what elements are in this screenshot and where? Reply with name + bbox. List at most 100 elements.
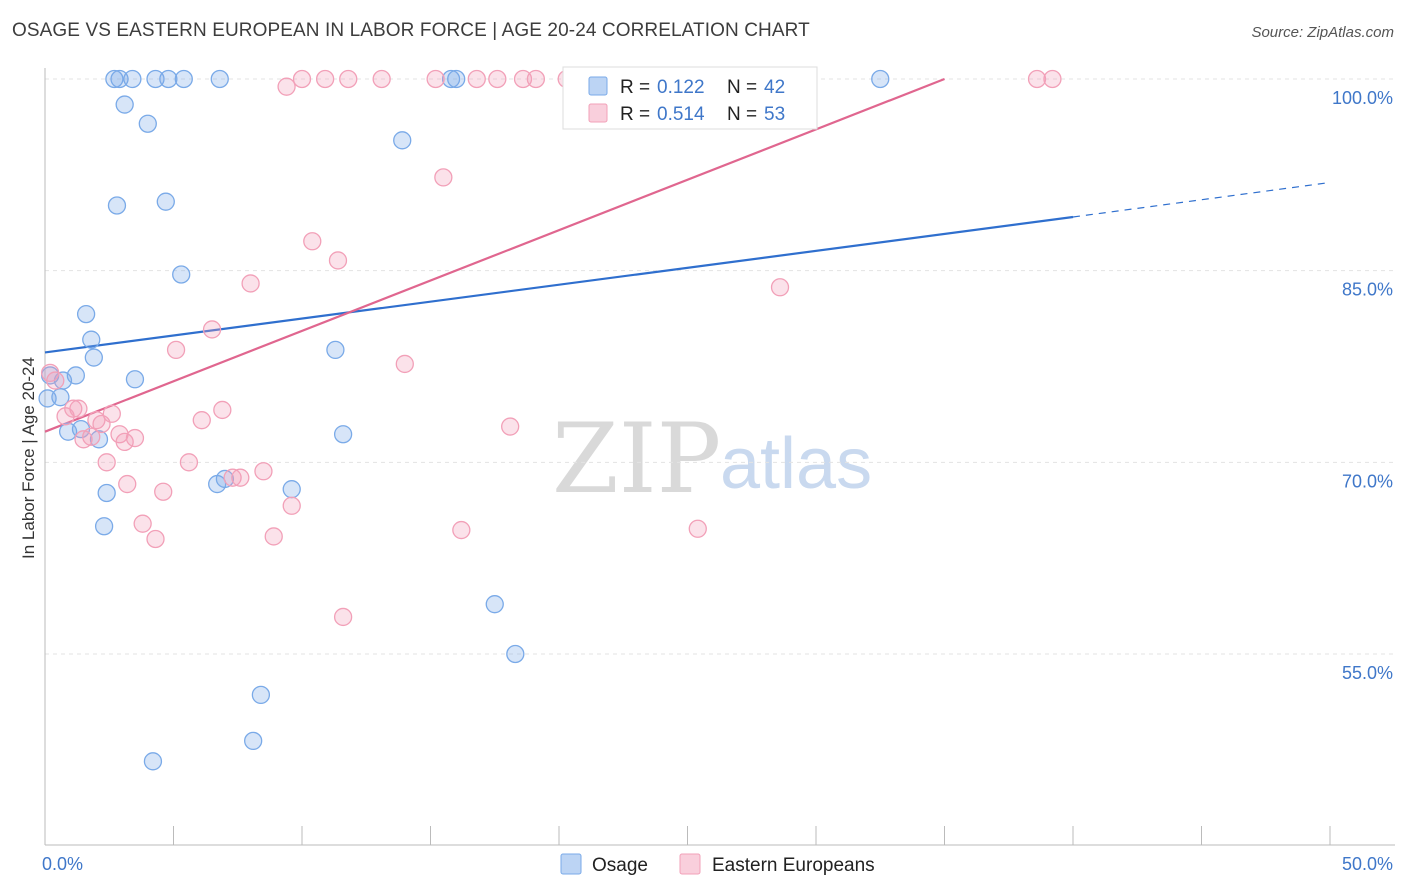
osage-n-value: 42: [764, 77, 785, 98]
osage-point: [84, 348, 103, 367]
eastern-point: [97, 453, 116, 472]
osage-point: [143, 752, 163, 771]
osage-point: [110, 69, 129, 89]
eastern-point: [426, 69, 445, 89]
eastern-point: [282, 496, 301, 515]
osage-trend-line: [44, 215, 1074, 354]
eastern-point: [277, 77, 296, 96]
osage-point: [172, 265, 191, 284]
eastern-r-value: 0.514: [657, 104, 705, 125]
osage-point: [447, 69, 466, 89]
osage-point: [105, 69, 124, 89]
trend-lines: [44, 77, 1331, 433]
osage-point: [174, 69, 193, 89]
osage-point: [506, 644, 525, 664]
eastern-trend-line: [44, 77, 945, 433]
eastern-n-value: 53: [764, 104, 785, 125]
osage-point: [251, 685, 271, 705]
eastern-point: [526, 69, 546, 89]
osage-r-label: R =: [620, 77, 650, 98]
watermark: ZIP atlas: [552, 403, 872, 515]
eastern-point: [192, 411, 211, 430]
eastern-swatch: [588, 103, 608, 123]
series-legend: Osage Eastern Europeans: [560, 853, 875, 876]
eastern-point: [372, 69, 391, 89]
eastern-point: [154, 482, 173, 501]
osage-point: [94, 517, 114, 536]
osage-point: [125, 370, 145, 389]
y-tick-label: 70.0%: [1342, 471, 1393, 491]
eastern-point: [241, 274, 260, 293]
osage-point: [333, 425, 353, 444]
eastern-point: [69, 399, 88, 418]
osage-point: [156, 192, 175, 211]
eastern-point: [166, 340, 186, 360]
data-points: [38, 69, 1062, 771]
osage-point: [485, 595, 504, 614]
eastern-point: [513, 69, 533, 89]
eastern-point: [254, 462, 273, 481]
osage-point: [215, 469, 235, 489]
y-tick-label: 55.0%: [1342, 663, 1393, 683]
osage-trend-extension: [1072, 181, 1331, 218]
eastern-point: [339, 69, 358, 89]
osage-point: [107, 196, 127, 215]
watermark-zip: ZIP: [552, 403, 721, 515]
eastern-point: [434, 168, 453, 187]
eastern-point: [133, 514, 152, 533]
eastern-point: [467, 69, 486, 89]
eastern-point: [213, 400, 232, 420]
eastern-point: [179, 453, 199, 472]
eastern-point: [118, 474, 137, 494]
axes: 100.0% 85.0% 70.0% 55.0% 0.0% 50.0%: [42, 68, 1395, 874]
eastern-point: [125, 428, 145, 448]
osage-point: [138, 114, 157, 133]
eastern-point: [333, 607, 353, 627]
eastern-point: [264, 527, 283, 546]
osage-point: [244, 731, 263, 751]
osage-point: [326, 340, 345, 360]
osage-point: [123, 69, 142, 89]
osage-point: [393, 131, 412, 150]
eastern-point: [1027, 69, 1047, 89]
eastern-point: [688, 519, 707, 538]
eastern-point: [303, 232, 322, 251]
osage-point: [210, 69, 229, 89]
eastern-point: [395, 354, 414, 374]
osage-point: [76, 304, 96, 324]
osage-swatch: [588, 76, 608, 96]
osage-point: [66, 366, 85, 385]
eastern-point: [64, 399, 83, 418]
eastern-point: [488, 69, 507, 89]
gridlines: [45, 78, 1395, 655]
y-tick-label: 100.0%: [1332, 88, 1393, 108]
y-axis-label: In Labor Force | Age 20-24: [19, 357, 38, 559]
eastern-point: [770, 278, 790, 297]
stats-legend: R = 0.122 N = 42 R = 0.514 N = 53: [562, 66, 818, 130]
eastern-point: [1043, 69, 1062, 89]
osage-point: [97, 483, 116, 503]
eastern-point: [452, 520, 471, 540]
osage-point: [282, 480, 301, 499]
eastern-point: [82, 427, 101, 446]
osage-point: [441, 69, 461, 89]
source-label: Source: ZipAtlas.com: [1251, 24, 1394, 41]
osage-point: [159, 69, 178, 89]
watermark-atlas: atlas: [720, 424, 872, 504]
osage-point: [82, 330, 101, 349]
osage-point: [115, 95, 134, 114]
eastern-point: [102, 404, 121, 423]
legend-osage-label: Osage: [592, 855, 648, 876]
eastern-point: [328, 251, 348, 270]
eastern-point: [115, 432, 134, 452]
osage-point: [146, 69, 165, 89]
osage-r-value: 0.122: [657, 77, 705, 98]
legend-eastern-label: Eastern Europeans: [712, 855, 875, 876]
eastern-point: [501, 417, 520, 436]
x-tick-label: 0.0%: [42, 854, 83, 874]
eastern-r-label: R =: [620, 104, 650, 125]
osage-n-label: N =: [727, 77, 757, 98]
eastern-point: [202, 320, 222, 339]
y-tick-label: 85.0%: [1342, 280, 1393, 300]
chart-title: OSAGE VS EASTERN EUROPEAN IN LABOR FORCE…: [12, 20, 810, 41]
